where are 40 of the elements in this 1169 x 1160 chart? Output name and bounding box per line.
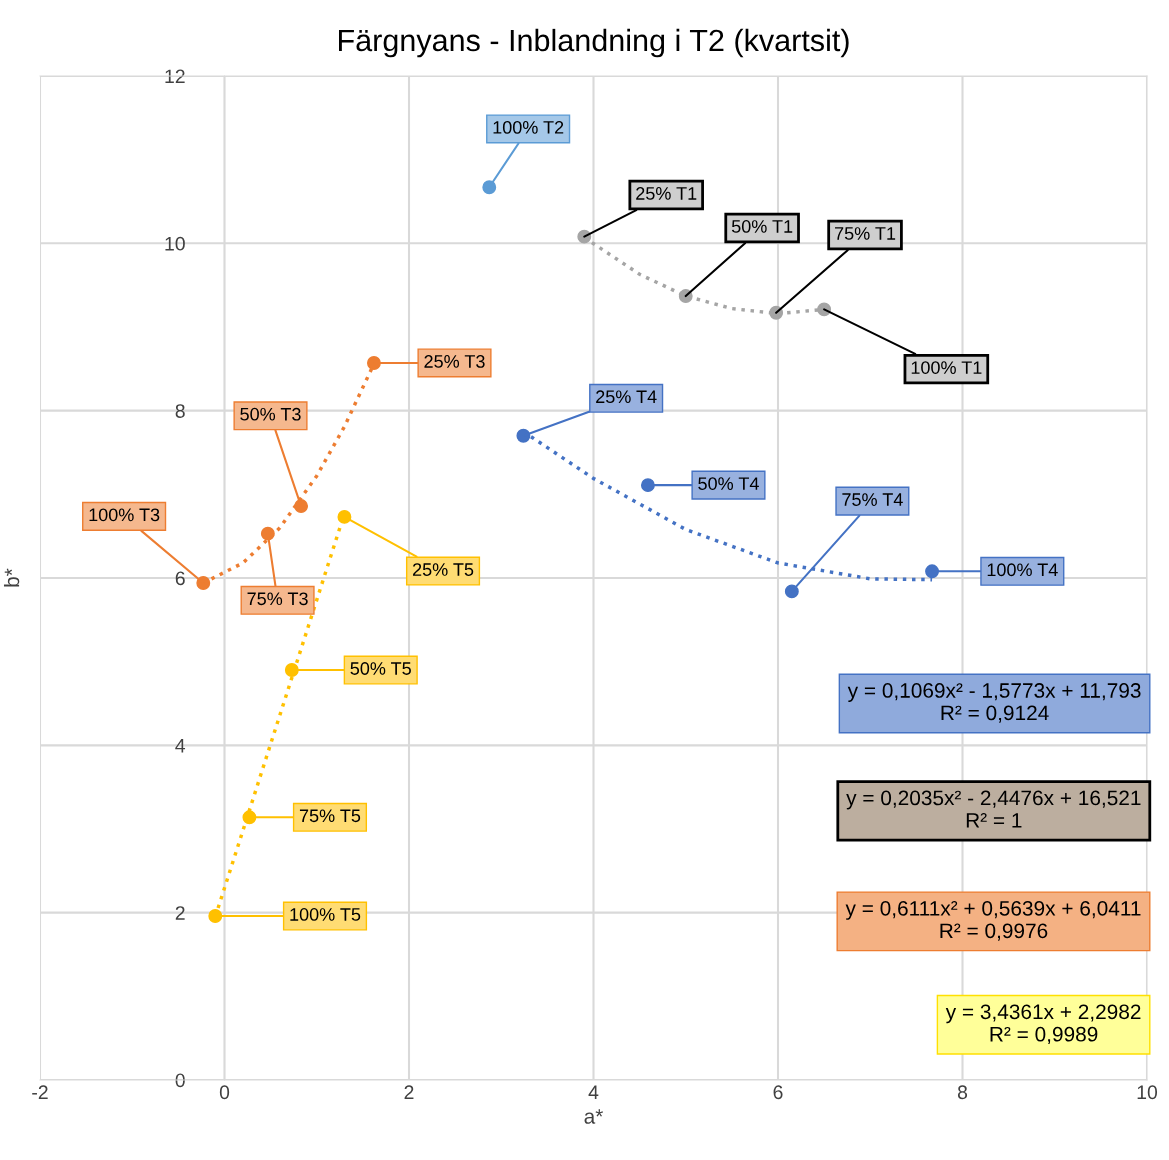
data-label: 25% T4 — [596, 390, 657, 404]
data-label: 100% T4 — [987, 563, 1058, 577]
annotation: y = 3,4361x + 2,2982 R² = 0,9989 — [945, 1004, 1141, 1045]
x-tick-label: 4 — [588, 1085, 599, 1099]
chart-title: Färgnyans - Inblandning i T2 (kvartsit) — [339, 28, 849, 58]
y-tick-label: 10 — [165, 236, 185, 251]
annotation: y = 0,1069x² - 1,5773x + 11,793 R² = 0,9124 — [847, 683, 1141, 723]
data-label: 50% T5 — [350, 662, 411, 675]
x-tick-label: 0 — [219, 1085, 230, 1100]
x-tick-label: 8 — [957, 1085, 968, 1100]
data-label: 50% T4 — [698, 477, 759, 490]
x-tick-label: 2 — [404, 1085, 414, 1099]
x-axis-title: a* — [584, 1109, 604, 1124]
data-label: 100% T5 — [290, 908, 361, 921]
data-label: 75% T4 — [842, 493, 903, 506]
y-axis-title: b* — [3, 568, 20, 587]
y-tick-label: 12 — [165, 69, 185, 84]
annotation: y = 0,2035x² - 2,4476x + 16,521 R² = 1 — [846, 790, 1141, 828]
x-tick-label: 10 — [1137, 1085, 1158, 1100]
y-tick-label: 6 — [175, 571, 185, 586]
data-label: 25% T3 — [424, 355, 485, 368]
y-tick-label: 4 — [175, 739, 186, 753]
data-label: 50% T1 — [731, 220, 793, 233]
point — [366, 356, 381, 370]
y-tick-label: 2 — [175, 906, 185, 920]
data-label: 75% T1 — [835, 227, 896, 240]
x-tick-label: 6 — [773, 1085, 783, 1100]
data-label: 75% T5 — [299, 809, 361, 823]
data-label: 25% T1 — [636, 187, 697, 200]
x-tick-label: -2 — [32, 1085, 48, 1099]
point — [640, 478, 655, 493]
data-label: 50% T3 — [240, 407, 301, 421]
data-label: 25% T5 — [412, 563, 474, 576]
y-tick-label: 8 — [175, 404, 185, 418]
y-tick-label: 0 — [175, 1073, 185, 1088]
annotation: y = 0,6111x² + 0,5639x + 6,0411 R² = 0,9976 — [845, 900, 1141, 941]
data-label: 100% T3 — [89, 508, 160, 522]
data-label: 75% T3 — [247, 592, 308, 606]
data-label: 100% T1 — [911, 361, 982, 374]
data-label: 100% T2 — [493, 121, 564, 134]
